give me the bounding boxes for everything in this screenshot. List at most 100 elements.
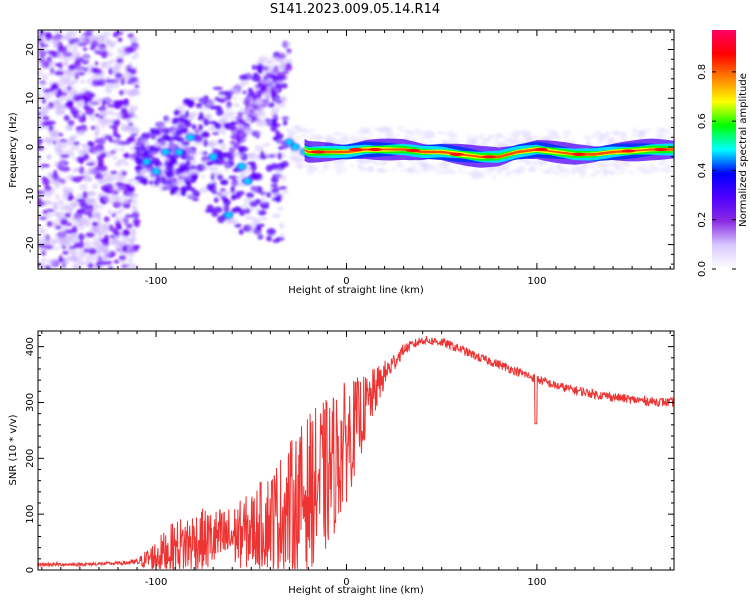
spectral-blob: [39, 216, 48, 220]
spectral-blob: [508, 140, 514, 147]
spectral-blob: [188, 150, 198, 158]
spectral-blob: [275, 56, 281, 63]
x-tick-label: 100: [527, 577, 546, 588]
spectral-blob: [191, 190, 201, 198]
spectral-blob: [418, 136, 426, 140]
spectral-blob: [101, 223, 110, 229]
spectral-blob: [239, 107, 245, 112]
y-tick-label: 100: [25, 505, 36, 524]
spectral-blob: [114, 196, 122, 203]
spectral-blob: [418, 161, 423, 165]
spectral-blob: [607, 137, 615, 142]
spectral-blob: [89, 169, 99, 174]
spectral-blob: [54, 110, 65, 116]
spectral-blob: [85, 197, 92, 203]
spectral-blob: [217, 139, 224, 144]
spectral-blob: [123, 230, 130, 237]
spectral-blob: [38, 86, 45, 91]
spectral-blob: [342, 133, 349, 137]
spectral-blob: [488, 172, 493, 175]
spectral-blob: [451, 132, 458, 137]
spectral-blob: [143, 166, 153, 173]
spectral-blob: [91, 73, 102, 82]
spectral-blob: [67, 241, 72, 247]
x-tick-label: -100: [145, 276, 168, 287]
spectral-blob: [256, 83, 263, 88]
colorbar-tick-label: 0.2: [697, 212, 708, 228]
spectral-blob: [239, 121, 247, 125]
y-tick-label: 0: [25, 144, 36, 150]
spectral-blob: [107, 104, 116, 108]
spectral-blob: [531, 161, 538, 165]
spectral-blob: [151, 157, 160, 165]
spectral-blob: [121, 252, 130, 257]
spectral-blob: [628, 171, 635, 175]
spectral-blob: [252, 217, 258, 222]
spectral-blob: [181, 187, 187, 195]
spectral-blob: [212, 148, 219, 154]
spectral-blob: [515, 165, 526, 171]
spectral-blob: [117, 77, 124, 82]
spectral-blob: [68, 65, 75, 70]
spectral-blob: [200, 96, 207, 103]
spectral-blob: [89, 115, 96, 121]
spectral-blob: [129, 89, 140, 94]
spectral-blob: [190, 111, 200, 116]
spectral-blob: [492, 141, 501, 145]
spectral-blob: [86, 162, 96, 166]
spectral-blob: [41, 189, 51, 196]
spectral-blob: [281, 69, 289, 76]
spectral-blob: [68, 54, 77, 61]
spectral-blob: [41, 73, 49, 80]
spectral-blob: [300, 126, 307, 132]
spectral-blob: [257, 97, 266, 105]
spectral-blob: [421, 164, 430, 171]
spectral-blob: [215, 108, 224, 116]
spectral-blob: [124, 46, 134, 54]
spectral-blob: [87, 77, 93, 82]
snr-marks: [38, 335, 674, 570]
spectral-blob: [250, 185, 257, 193]
spectral-blob: [109, 239, 118, 245]
spectral-blob: [222, 197, 228, 203]
spectral-blob: [213, 206, 223, 213]
spectral-blob: [280, 160, 289, 168]
spectral-blob: [212, 86, 223, 91]
spectral-blob: [240, 204, 249, 209]
spectral-blob: [214, 96, 220, 102]
spectral-blob: [213, 121, 219, 129]
spectral-blob: [103, 216, 110, 223]
spectral-blob: [140, 144, 146, 152]
spectral-blob: [433, 169, 442, 172]
spectral-blob: [272, 119, 277, 127]
spectral-blob: [491, 133, 501, 137]
spectral-blob: [101, 200, 107, 205]
colorbar-tick-label: 0.4: [697, 162, 708, 178]
spectral-blob: [215, 158, 225, 166]
spectral-blob: [525, 132, 532, 135]
spectral-blob: [123, 237, 131, 243]
snr-ylabel: SNR (10 * v/v): [8, 414, 19, 485]
y-tick-label: 400: [25, 337, 36, 356]
spectral-blob: [217, 97, 226, 103]
spectral-blob: [53, 202, 58, 210]
spectral-blob: [85, 30, 95, 34]
spectral-blob: [182, 103, 187, 107]
spectral-blob: [189, 165, 197, 170]
spectral-blob: [442, 168, 453, 171]
spectral-blob: [153, 168, 160, 174]
spectral-blob: [96, 40, 106, 44]
spectral-blob: [113, 156, 118, 161]
spectral-blob: [175, 149, 182, 155]
spectral-blob: [64, 149, 74, 155]
spectral-blob: [462, 165, 470, 169]
x-tick-label: 100: [527, 276, 546, 287]
spectral-blob: [438, 131, 447, 134]
spectral-blob: [77, 65, 82, 74]
spectral-blob: [95, 249, 102, 257]
spectral-blob: [49, 60, 56, 66]
spectral-blob: [251, 74, 262, 82]
spectral-blob: [93, 213, 101, 219]
spectral-blob: [104, 177, 109, 184]
